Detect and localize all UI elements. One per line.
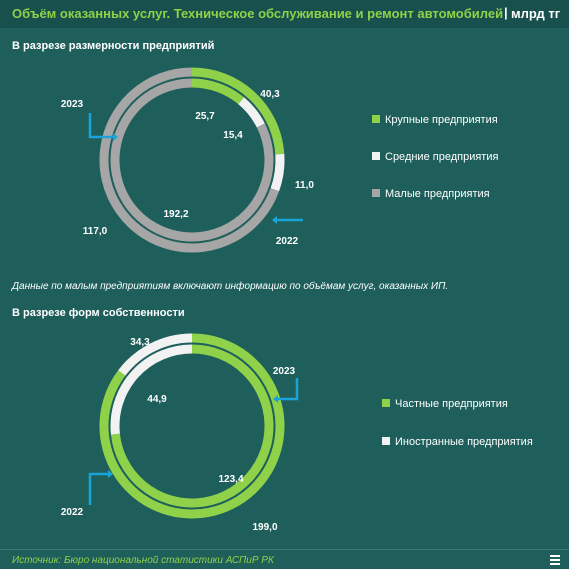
chart1-year-2023-arrowhead	[113, 133, 118, 141]
chart1-outer-label-1: 40,3	[260, 89, 280, 100]
chart2-outer-label-2: 34,3	[130, 337, 150, 348]
chart1-year-2023-label: 2023	[61, 99, 84, 110]
chart2-year-2022-label: 2022	[61, 507, 84, 518]
chart1-legend-swatch-2	[372, 152, 380, 160]
title-separator: |	[504, 5, 508, 20]
chart1-legend-label-3: Малые предприятия	[385, 188, 490, 200]
chart2-legend-item-1: Частные предприятия	[382, 398, 508, 410]
chart1-year-2022-label: 2022	[276, 236, 299, 247]
chart1-inner-label-2: 15,4	[223, 130, 243, 141]
header-bar: Объём оказанных услуг. Техническое обслу…	[0, 0, 569, 28]
chart1-outer-segment-3	[99, 67, 280, 253]
chart-title: Объём оказанных услуг. Техническое обслу…	[12, 6, 504, 21]
chart2-outer-segment-1	[99, 333, 285, 519]
section2-title: В разрезе форм собственности	[12, 307, 185, 319]
chart1-outer-label-3: 117,0	[83, 226, 108, 237]
chart2-inner-label-1: 123,4	[218, 474, 243, 485]
chart2-legend-label-2: Иностранные предприятия	[395, 436, 533, 448]
chart2-legend-item-2: Иностранные предприятия	[382, 436, 533, 448]
chart1-inner-segment-3	[110, 78, 274, 242]
chart1-outer-label-2: 11,0	[295, 180, 314, 191]
chart2-year-2023-arrow	[278, 378, 299, 401]
source-note: Источник: Бюро национальной статистики А…	[12, 555, 274, 566]
brand-logo-icon	[550, 555, 560, 565]
chart2-legend-label-1: Частные предприятия	[395, 398, 508, 410]
chart2-outer-segment-2	[118, 333, 193, 376]
chart1-legend-label-1: Крупные предприятия	[385, 114, 498, 126]
chart1-legend-swatch-1	[372, 115, 380, 123]
chart2-outer-label-1: 199,0	[252, 522, 277, 533]
chart1-outer-segment-1	[191, 67, 285, 155]
chart2-year-2023-label: 2023	[273, 366, 296, 377]
chart2-year-2023-arrowhead	[273, 395, 278, 403]
footnote: Данные по малым предприятиям включают ин…	[12, 281, 449, 292]
chart2-legend-swatch-2	[382, 437, 390, 445]
chart1-year-2022-arrowhead	[272, 216, 277, 224]
chart1-inner-label-1: 25,7	[195, 111, 215, 122]
chart1-outer-segment-2	[270, 153, 285, 192]
chart1-inner-segment-2	[238, 97, 265, 128]
chart2-inner-segment-1	[110, 344, 274, 508]
chart1-legend-item-2: Средние предприятия	[372, 151, 498, 163]
chart1-legend-item-3: Малые предприятия	[372, 188, 490, 200]
chart2-year-2022-arrowhead	[108, 470, 113, 478]
unit-label: млрд тг	[511, 6, 561, 21]
chart2-legend-swatch-1	[382, 399, 390, 407]
chart2-year-2022-arrow	[88, 472, 108, 505]
chart1-year-2023-arrow	[88, 113, 113, 139]
chart1-legend-item-1: Крупные предприятия	[372, 114, 498, 126]
chart2-inner-label-2: 44,9	[147, 394, 167, 405]
chart1-inner-label-3: 192,2	[163, 209, 188, 220]
chart2-inner-segment-2	[110, 344, 193, 435]
section1-title: В разрезе размерности предприятий	[12, 40, 215, 52]
chart1-legend-label-2: Средние предприятия	[385, 151, 499, 163]
chart1-legend-swatch-3	[372, 189, 380, 197]
chart1-inner-segment-1	[191, 78, 245, 105]
footer-divider	[0, 549, 569, 550]
